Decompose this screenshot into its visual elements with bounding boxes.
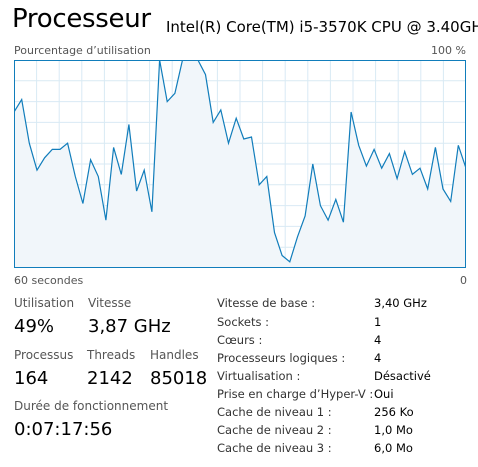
uptime-label: Durée de fonctionnement: [14, 399, 169, 413]
spec-value: 3,40 GHz: [374, 296, 427, 310]
spec-row-hyper-v: Prise en charge d’Hyper-V : Oui: [217, 387, 467, 405]
spec-label: Processeurs logiques :: [217, 351, 346, 365]
graph-time-zero-label: 0: [460, 274, 467, 287]
spec-label: Cache de niveau 2 :: [217, 423, 332, 437]
spec-label: Vitesse de base :: [217, 296, 316, 310]
uptime-value: 0:07:17:56: [14, 419, 113, 440]
cpu-model-name: Intel(R) Core(TM) i5-3570K CPU @ 3.40GHz: [166, 18, 478, 36]
threads-value: 2142: [87, 368, 133, 389]
spec-row-sockets: Sockets : 1: [217, 315, 467, 333]
speed-value: 3,87 GHz: [88, 316, 171, 337]
threads-label: Threads: [87, 348, 136, 362]
processes-label: Processus: [14, 348, 74, 362]
spec-label: Prise en charge d’Hyper-V :: [217, 387, 374, 401]
graph-area-fill: [14, 60, 466, 268]
graph-utilization-line: [14, 60, 466, 263]
speed-label: Vitesse: [88, 296, 132, 310]
processes-value: 164: [14, 368, 49, 389]
spec-row-l2-cache: Cache de niveau 2 : 1,0 Mo: [217, 423, 467, 441]
graph-border: [14, 60, 466, 268]
utilization-axis-label: Pourcentage d’utilisation: [14, 44, 151, 57]
spec-row-virtualization: Virtualisation : Désactivé: [217, 369, 467, 387]
graph-time-span-label: 60 secondes: [14, 274, 84, 287]
spec-row-logical-processors: Processeurs logiques : 4: [217, 351, 467, 369]
utilization-value: 49%: [14, 316, 55, 337]
spec-value: 4: [374, 351, 382, 365]
spec-label: Cache de niveau 1 :: [217, 405, 332, 419]
spec-label: Sockets :: [217, 315, 270, 329]
spec-value: Désactivé: [374, 369, 431, 383]
cpu-utilization-graph: [14, 60, 466, 268]
page-title: Processeur: [12, 4, 151, 34]
spec-row-base-speed: Vitesse de base : 3,40 GHz: [217, 296, 467, 314]
spec-row-l1-cache: Cache de niveau 1 : 256 Ko: [217, 405, 467, 423]
handles-value: 85018: [150, 368, 208, 389]
spec-value: 6,0 Mo: [374, 441, 413, 455]
utilization-max-label: 100 %: [431, 44, 466, 57]
spec-value: 256 Ko: [374, 405, 414, 419]
spec-value: Oui: [374, 387, 394, 401]
spec-label: Cache de niveau 3 :: [217, 441, 332, 455]
handles-label: Handles: [150, 348, 199, 362]
spec-value: 1,0 Mo: [374, 423, 413, 437]
spec-value: 4: [374, 333, 382, 347]
spec-row-l3-cache: Cache de niveau 3 : 6,0 Mo: [217, 441, 467, 459]
utilization-label: Utilisation: [14, 296, 75, 310]
spec-label: Virtualisation :: [217, 369, 301, 383]
spec-row-cores: Cœurs : 4: [217, 333, 467, 351]
spec-label: Cœurs :: [217, 333, 263, 347]
spec-value: 1: [374, 315, 382, 329]
